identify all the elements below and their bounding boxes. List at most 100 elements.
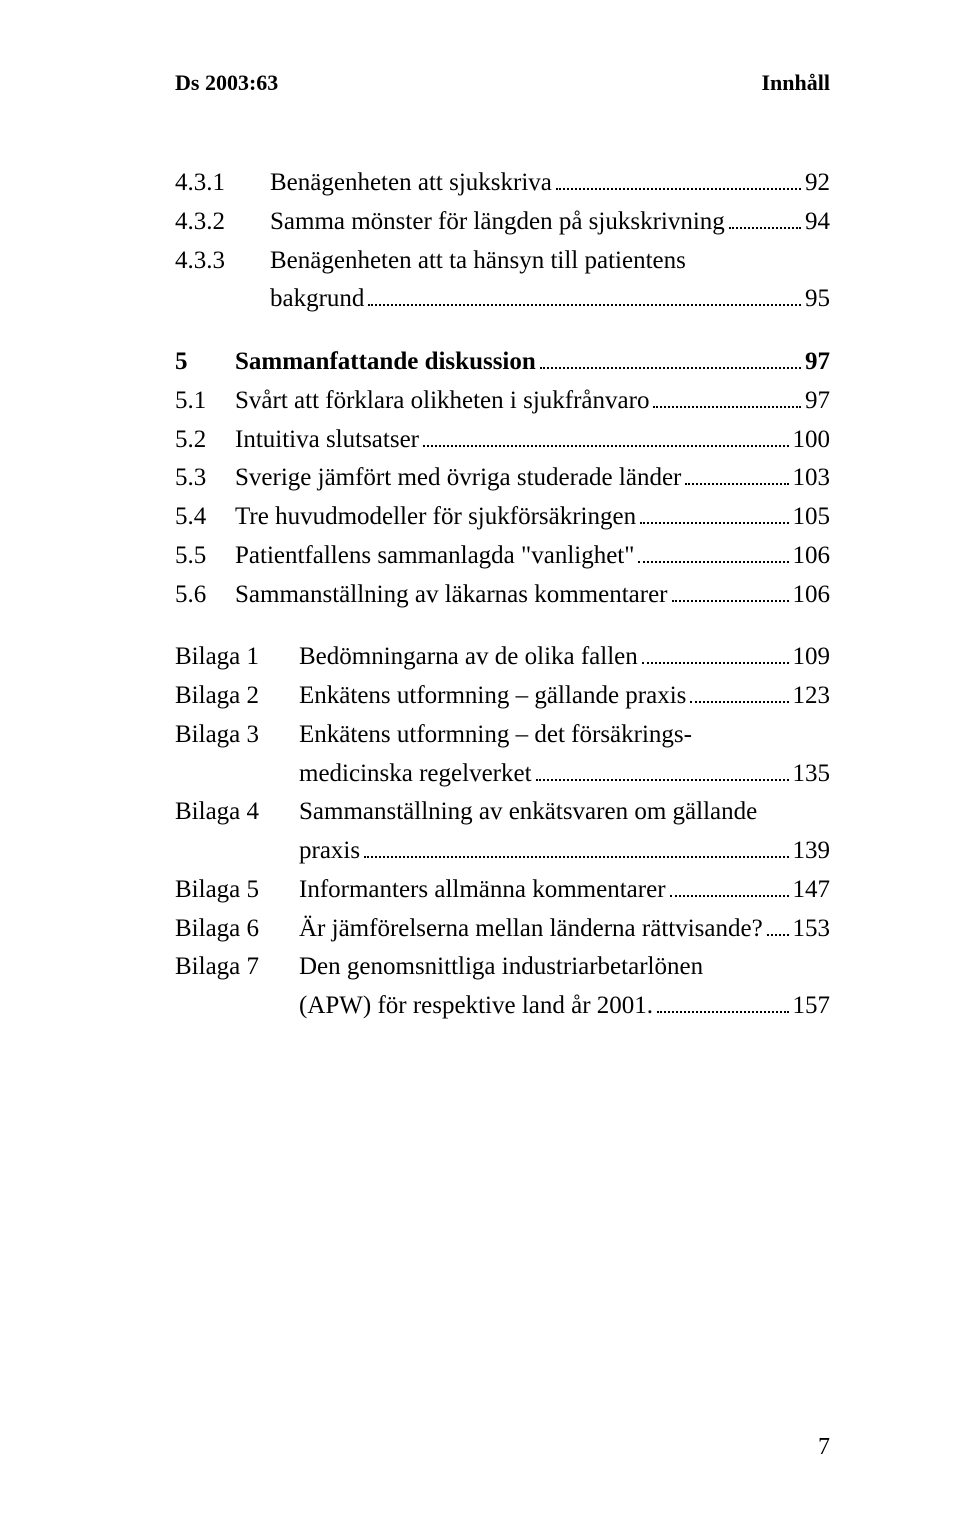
toc-number: 5 [175,343,235,382]
toc-label: Intuitiva slutsatser [235,421,419,460]
toc-leader-dots [767,934,789,936]
toc-gap [175,614,830,638]
toc-number: 4.3.2 [175,203,270,242]
header-right: Innhåll [762,70,831,96]
toc-number: 5.1 [175,382,235,421]
toc-row: 4.3.3Benägenheten att ta hänsyn till pat… [175,242,830,281]
toc-page-ref: 123 [793,677,831,716]
toc-number: 5.4 [175,498,235,537]
toc-label: Sammanfattande diskussion [235,343,536,382]
toc-label: praxis [299,832,360,871]
toc-row: Bilaga 1Bedömningarna av de olika fallen… [175,638,830,677]
toc-label: Tre huvudmodeller för sjukförsäkringen [235,498,636,537]
toc-leader-dots [690,701,788,703]
page: Ds 2003:63 Innhåll 4.3.1Benägenheten att… [0,0,960,1525]
toc-number: Bilaga 3 [175,716,299,755]
toc-page-ref: 109 [793,638,831,677]
toc-number: 5.6 [175,576,235,615]
toc-label: Bedömningarna av de olika fallen [299,638,638,677]
toc-row: 5.1Svårt att förklara olikheten i sjukfr… [175,382,830,421]
toc-row: 5Sammanfattande diskussion 97 [175,343,830,382]
toc-page-ref: 106 [793,537,831,576]
toc-page-ref: 94 [805,203,830,242]
toc-leader-dots [364,856,788,858]
toc-number: 5.2 [175,421,235,460]
toc-row: bakgrund 95 [175,280,830,319]
toc-label: (APW) för respektive land år 2001. [299,987,653,1026]
toc-label: Enkätens utformning – det försäkrings- [299,716,692,755]
toc-number: 5.5 [175,537,235,576]
toc-leader-dots [536,779,789,781]
toc-number: 4.3.1 [175,164,270,203]
toc-label: bakgrund [270,280,364,319]
toc-page-ref: 105 [793,498,831,537]
toc-leader-dots [368,304,801,306]
toc-page-ref: 147 [793,871,831,910]
toc-label: Den genomsnittliga industriarbetarlönen [299,948,703,987]
toc-number: Bilaga 1 [175,638,299,677]
toc-row: medicinska regelverket 135 [175,755,830,794]
toc-leader-dots [672,600,789,602]
toc-row: Bilaga 2Enkätens utformning – gällande p… [175,677,830,716]
toc-number: 4.3.3 [175,242,270,281]
toc-label: Samma mönster för längden på sjukskrivni… [270,203,725,242]
toc-label: medicinska regelverket [299,755,532,794]
toc-page-ref: 139 [793,832,831,871]
toc-row: Bilaga 7Den genomsnittliga industriarbet… [175,948,830,987]
toc-leader-dots [653,406,801,408]
toc-label: Enkätens utformning – gällande praxis [299,677,686,716]
toc-label: Patientfallens sammanlagda "vanlighet" [235,537,634,576]
toc-row: Bilaga 4Sammanställning av enkätsvaren o… [175,793,830,832]
toc-label: Benägenheten att sjukskriva [270,164,552,203]
toc-row: (APW) för respektive land år 2001. 157 [175,987,830,1026]
toc-row: Bilaga 6Är jämförelserna mellan länderna… [175,910,830,949]
toc-row: 4.3.2Samma mönster för längden på sjuksk… [175,203,830,242]
toc-label: Sammanställning av läkarnas kommentarer [235,576,668,615]
toc-row: 5.2Intuitiva slutsatser 100 [175,421,830,460]
toc-page-ref: 97 [805,382,830,421]
toc-leader-dots [657,1011,788,1013]
toc-page-ref: 153 [793,910,831,949]
toc-row: 5.4Tre huvudmodeller för sjukförsäkringe… [175,498,830,537]
page-number: 7 [818,1434,830,1461]
toc-row: praxis 139 [175,832,830,871]
toc-gap [175,319,830,343]
toc-leader-dots [685,483,788,485]
header-left: Ds 2003:63 [175,70,278,96]
toc-number: Bilaga 7 [175,948,299,987]
toc-number: Bilaga 4 [175,793,299,832]
toc-row: 5.6Sammanställning av läkarnas kommentar… [175,576,830,615]
toc-label: Sammanställning av enkätsvaren om gällan… [299,793,757,832]
toc-label: Är jämförelserna mellan länderna rättvis… [299,910,763,949]
toc-label: Svårt att förklara olikheten i sjukfrånv… [235,382,649,421]
toc-number: Bilaga 5 [175,871,299,910]
toc-page-ref: 103 [793,459,831,498]
toc-page-ref: 92 [805,164,830,203]
toc-row: Bilaga 3Enkätens utformning – det försäk… [175,716,830,755]
toc-number: 5.3 [175,459,235,498]
toc-leader-dots [540,367,801,369]
toc-row: Bilaga 5Informanters allmänna kommentare… [175,871,830,910]
toc-leader-dots [556,188,801,190]
toc-page-ref: 95 [805,280,830,319]
toc-row: 5.5Patientfallens sammanlagda "vanlighet… [175,537,830,576]
toc-page-ref: 157 [793,987,831,1026]
toc-page-ref: 106 [793,576,831,615]
toc-row: 5.3Sverige jämfört med övriga studerade … [175,459,830,498]
toc-label: Sverige jämfört med övriga studerade län… [235,459,681,498]
page-header: Ds 2003:63 Innhåll [175,70,830,96]
table-of-contents: 4.3.1Benägenheten att sjukskriva924.3.2S… [175,164,830,1026]
toc-page-ref: 135 [793,755,831,794]
toc-leader-dots [423,445,789,447]
toc-number: Bilaga 6 [175,910,299,949]
toc-leader-dots [729,227,801,229]
toc-label: Informanters allmänna kommentarer [299,871,666,910]
toc-leader-dots [638,561,788,563]
toc-leader-dots [670,895,789,897]
toc-page-ref: 97 [805,343,830,382]
toc-number: Bilaga 2 [175,677,299,716]
toc-row: 4.3.1Benägenheten att sjukskriva 92 [175,164,830,203]
toc-page-ref: 100 [793,421,831,460]
toc-leader-dots [640,522,788,524]
toc-label: Benägenheten att ta hänsyn till patiente… [270,242,686,281]
